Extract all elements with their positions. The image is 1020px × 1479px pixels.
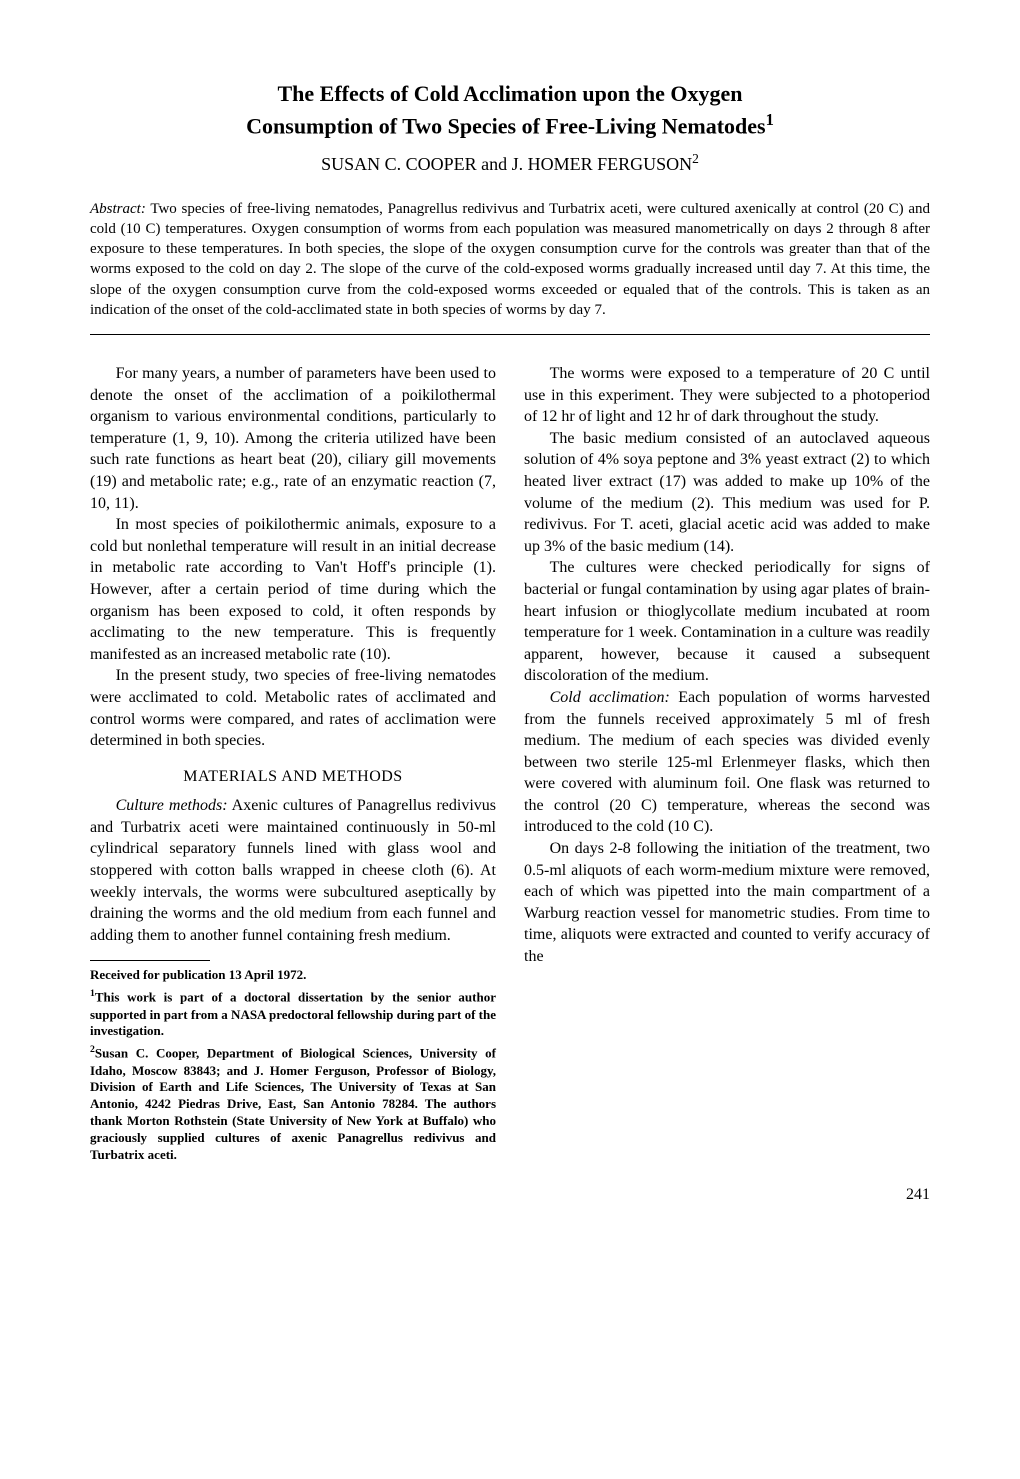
footnotes-block: Received for publication 13 April 1972. … — [90, 960, 496, 1163]
culture-methods-label: Culture methods: — [116, 797, 228, 814]
abstract-label: Abstract: — [90, 201, 146, 217]
title-line-2: Consumption of Two Species of Free-Livin… — [246, 113, 765, 138]
paragraph-2: In most species of poikilothermic animal… — [90, 514, 496, 665]
paragraph-8: Cold acclimation: Each population of wor… — [524, 687, 930, 838]
page-number: 241 — [90, 1186, 930, 1204]
footnote-1-text: This work is part of a doctoral disserta… — [90, 990, 496, 1039]
cold-acclimation-label: Cold acclimation: — [550, 689, 670, 706]
paragraph-1: For many years, a number of parameters h… — [90, 363, 496, 514]
abstract-text: Two species of free-living nematodes, Pa… — [90, 201, 930, 318]
footnote-2-text: Susan C. Cooper, Department of Biologica… — [90, 1046, 496, 1162]
paragraph-4: Culture methods: Axenic cultures of Pana… — [90, 795, 496, 946]
body-columns: For many years, a number of parameters h… — [90, 363, 930, 1164]
paragraph-7: The cultures were checked periodically f… — [524, 557, 930, 687]
culture-methods-text: Axenic cultures of Panagrellus redivivus… — [90, 797, 496, 944]
paragraph-5: The worms were exposed to a temperature … — [524, 363, 930, 428]
footnote-1: 1This work is part of a doctoral dissert… — [90, 988, 496, 1040]
footnote-2: 2Susan C. Cooper, Department of Biologic… — [90, 1044, 496, 1164]
section-heading-materials: MATERIALS AND METHODS — [90, 766, 496, 788]
abstract-block: Abstract: Two species of free-living nem… — [90, 199, 930, 321]
paragraph-9: On days 2-8 following the initiation of … — [524, 838, 930, 968]
received-date: Received for publication 13 April 1972. — [90, 967, 496, 984]
paragraph-6: The basic medium consisted of an autocla… — [524, 428, 930, 558]
authors-footnote-sup: 2 — [692, 151, 699, 166]
cold-acclimation-text: Each population of worms harvested from … — [524, 689, 930, 836]
footnote-separator — [90, 960, 210, 961]
paragraph-3: In the present study, two species of fre… — [90, 665, 496, 751]
footnotes: Received for publication 13 April 1972. … — [90, 967, 496, 1163]
title-line-1: The Effects of Cold Acclimation upon the… — [277, 81, 742, 106]
authors-line: SUSAN C. COOPER and J. HOMER FERGUSON2 — [90, 151, 930, 175]
authors-names: SUSAN C. COOPER and J. HOMER FERGUSON — [321, 154, 692, 174]
abstract-separator — [90, 334, 930, 335]
article-title: The Effects of Cold Acclimation upon the… — [90, 80, 930, 141]
title-footnote-sup: 1 — [766, 110, 774, 129]
